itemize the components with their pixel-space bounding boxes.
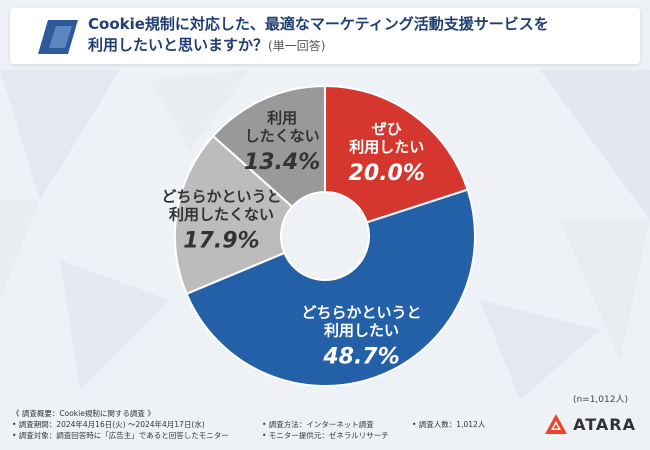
slice-label-not-use-line1: 利用 xyxy=(267,109,297,127)
chart-title-line1: Cookie規制に対応した、最適なマーケティング活動支援サービスを xyxy=(88,15,549,33)
slice-label-rather-not-use-line2: 利用したくない xyxy=(169,206,274,224)
slice-label-definitely-use-line2: 利用したい xyxy=(349,138,424,156)
slice-label-definitely-use-line1: ぜひ xyxy=(372,120,402,138)
survey-period: • 調査期間：2024年4月16日(火) ～2024年4月17日(水) xyxy=(12,420,205,429)
survey-target: • 調査対象：調査回答時に「広告主」であると回答したモニター xyxy=(12,431,229,440)
slice-value-rather-use: 48.7% xyxy=(322,344,399,369)
sample-size-label: (n=1,012人) xyxy=(572,395,628,405)
header-accent-icon xyxy=(38,20,78,54)
atara-logo-text: ATARA xyxy=(573,414,636,434)
slice-value-definitely-use: 20.0% xyxy=(349,161,425,186)
donut-chart: ぜひ利用したい20.0%どちらかというと利用したい48.7%どちらかというと利用… xyxy=(161,84,476,387)
chart-title: Cookie規制に対応した、最適なマーケティング活動支援サービスを 利用したいと… xyxy=(88,14,628,57)
chart-title-line2: 利用したいと思いますか？ xyxy=(88,36,269,54)
survey-summary-title: 《 調査概要：Cookie規制に関する調査 》 xyxy=(12,409,155,418)
slice-value-rather-not-use: 17.9% xyxy=(183,229,259,254)
pie-slice-not-use xyxy=(211,84,326,209)
slice-label-rather-not-use-line1: どちらかというと xyxy=(161,188,281,206)
pie-slice-definitely-use xyxy=(324,84,469,224)
atara-logo-icon xyxy=(545,414,568,434)
pie-slice-rather-use xyxy=(185,188,476,387)
slice-value-not-use: 13.4% xyxy=(244,150,320,175)
slice-label-rather-use-line2: 利用したい xyxy=(324,321,399,339)
survey-provider: • モニター提供元：ゼネラルリサーチ xyxy=(262,431,389,440)
survey-count: • 調査人数：1,012人 xyxy=(412,420,486,429)
pie-slice-rather-not-use xyxy=(174,134,294,296)
slice-label-rather-use-line1: どちらかというと xyxy=(301,303,421,321)
slice-label-not-use-line2: したくない xyxy=(245,127,320,145)
atara-logo: ATARA xyxy=(545,414,636,434)
chart-header: Cookie規制に対応した、最適なマーケティング活動支援サービスを 利用したいと… xyxy=(10,8,640,64)
survey-method: • 調査方法：インターネット調査 xyxy=(262,420,374,429)
answer-type-note: (単一回答) xyxy=(268,39,326,53)
